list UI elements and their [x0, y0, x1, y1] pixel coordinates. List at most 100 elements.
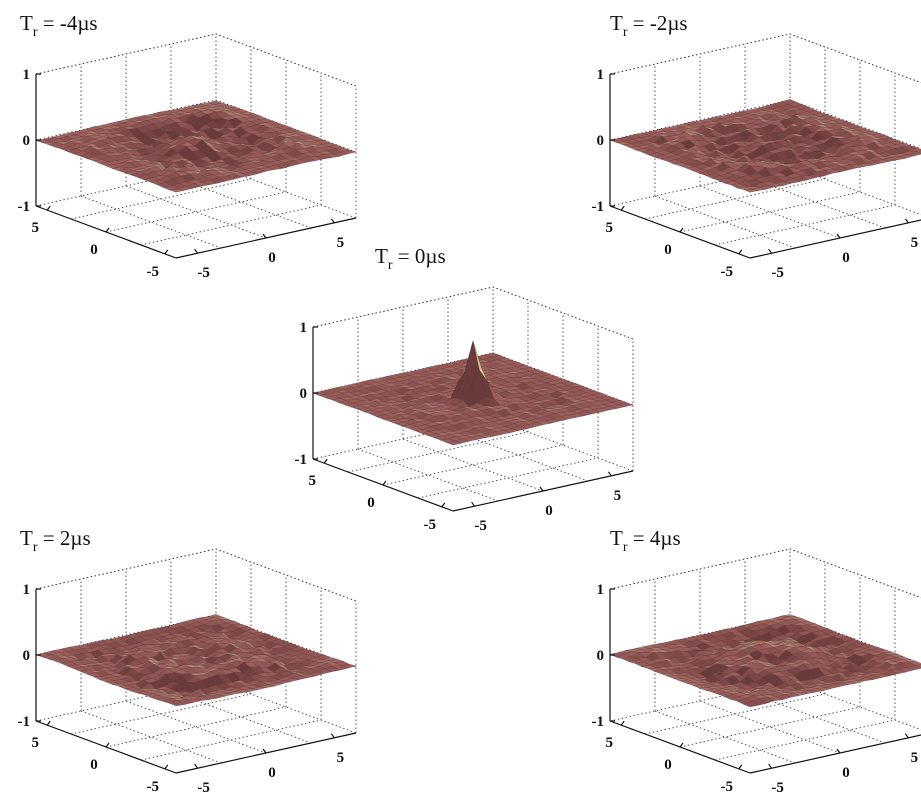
surface-mesh — [312, 340, 634, 446]
y-tick-mark — [46, 205, 51, 211]
y-tick-label: 0 — [90, 757, 98, 773]
surface-mesh — [609, 99, 921, 193]
x-tick-label: -5 — [771, 780, 784, 796]
x-tick-label: 5 — [911, 750, 919, 766]
z-tick-label: -1 — [592, 199, 605, 215]
gridline-top — [35, 33, 357, 87]
surface-panel-1: 10-150-5 -505 — [18, 33, 357, 281]
x-tick-label: 0 — [842, 765, 850, 781]
surface-panel-5: 10-150-5 -505 — [592, 548, 921, 796]
y-tick-mark — [738, 764, 743, 770]
gridline-z-1 — [312, 286, 634, 340]
x-tick-mark — [330, 733, 335, 739]
y-tick-label: -5 — [721, 264, 734, 280]
gridline-z-1 — [35, 33, 357, 87]
y-tick-label: 0 — [90, 242, 98, 258]
z-tick-label: -1 — [592, 714, 605, 730]
gridline-floor — [382, 444, 564, 486]
gridline-top — [609, 548, 921, 599]
z-tick-label: -1 — [295, 452, 308, 468]
gridline-floor — [357, 448, 499, 502]
gridline-floor — [402, 438, 544, 492]
surface-panel-4: 10-150-5 -505 — [18, 548, 357, 796]
x-tick-mark — [471, 501, 476, 507]
gridline-floor — [714, 204, 896, 246]
panel-title-3: Tr = 0µs — [375, 244, 446, 273]
y-tick-mark — [620, 720, 625, 726]
y-tick-mark — [105, 742, 110, 748]
y-tick-label: 5 — [31, 220, 39, 236]
gridline-floor — [125, 185, 267, 239]
y-tick-mark — [164, 764, 169, 770]
surface-mesh — [35, 100, 357, 193]
x-axis-line — [749, 734, 921, 774]
gridline-floor — [714, 719, 896, 761]
gridline-floor — [140, 719, 322, 761]
x-tick-label: -5 — [474, 518, 487, 534]
gridline-floor — [699, 700, 841, 754]
gridline-floor — [654, 710, 796, 764]
x-tick-label: 0 — [545, 503, 553, 519]
surface-panel-2: 10-150-5 -505 — [592, 33, 921, 281]
gridline-z-1 — [609, 548, 921, 599]
y-tick-mark — [323, 458, 328, 464]
x-tick-mark — [539, 486, 544, 492]
y-tick-label: -5 — [147, 264, 160, 280]
z-tick-label: 1 — [23, 582, 31, 598]
x-tick-mark — [194, 763, 199, 769]
gridline-z-1 — [35, 548, 357, 602]
x-tick-label: 5 — [337, 235, 345, 251]
z-tick-label: 0 — [597, 133, 605, 149]
x-tick-mark — [330, 218, 335, 224]
gridline-top — [609, 33, 921, 84]
x-tick-mark — [768, 763, 773, 769]
gridline-floor — [105, 191, 287, 233]
panel-title-2: Tr = -2µs — [610, 11, 688, 40]
x-tick-label: -5 — [771, 265, 784, 281]
z-tick-label: 1 — [23, 67, 31, 83]
surface-mesh — [609, 614, 921, 708]
x-axis-line — [749, 219, 921, 259]
gridline-floor — [679, 191, 861, 233]
gridline-top — [312, 286, 634, 340]
y-tick-mark — [46, 720, 51, 726]
gridline-floor — [125, 700, 267, 754]
surface-mesh — [35, 614, 357, 707]
y-tick-label: 5 — [308, 473, 316, 489]
x-tick-mark — [607, 471, 612, 477]
gridline-floor — [140, 204, 322, 246]
x-tick-label: 0 — [268, 765, 276, 781]
x-tick-mark — [194, 248, 199, 254]
y-tick-label: 5 — [31, 735, 39, 751]
x-tick-mark — [262, 748, 267, 754]
x-tick-mark — [904, 733, 909, 739]
gridline-top — [35, 548, 357, 602]
z-tick-label: -1 — [18, 199, 31, 215]
x-tick-label: -5 — [197, 265, 210, 281]
y-tick-label: 0 — [367, 495, 375, 511]
y-tick-mark — [382, 480, 387, 486]
y-tick-label: 5 — [605, 735, 613, 751]
z-tick-label: 0 — [597, 648, 605, 664]
y-tick-label: 5 — [605, 220, 613, 236]
x-tick-mark — [836, 233, 841, 239]
y-tick-mark — [738, 249, 743, 255]
panel-title-5: Tr = 4µs — [610, 526, 681, 555]
gridline-floor — [80, 195, 222, 249]
y-tick-mark — [105, 227, 110, 233]
y-tick-mark — [441, 502, 446, 508]
panel-title-4: Tr = 2µs — [20, 526, 91, 555]
gridline-z-1 — [609, 33, 921, 84]
z-tick-label: 0 — [23, 648, 31, 664]
x-tick-label: 5 — [614, 488, 622, 504]
gridline-floor — [654, 195, 796, 249]
gridline-floor — [699, 185, 841, 239]
x-tick-label: 0 — [268, 250, 276, 266]
x-tick-label: 5 — [911, 235, 919, 251]
y-tick-mark — [679, 227, 684, 233]
x-tick-label: 0 — [842, 250, 850, 266]
x-tick-mark — [768, 248, 773, 254]
y-tick-label: -5 — [424, 517, 437, 533]
z-tick-label: 1 — [597, 67, 605, 83]
